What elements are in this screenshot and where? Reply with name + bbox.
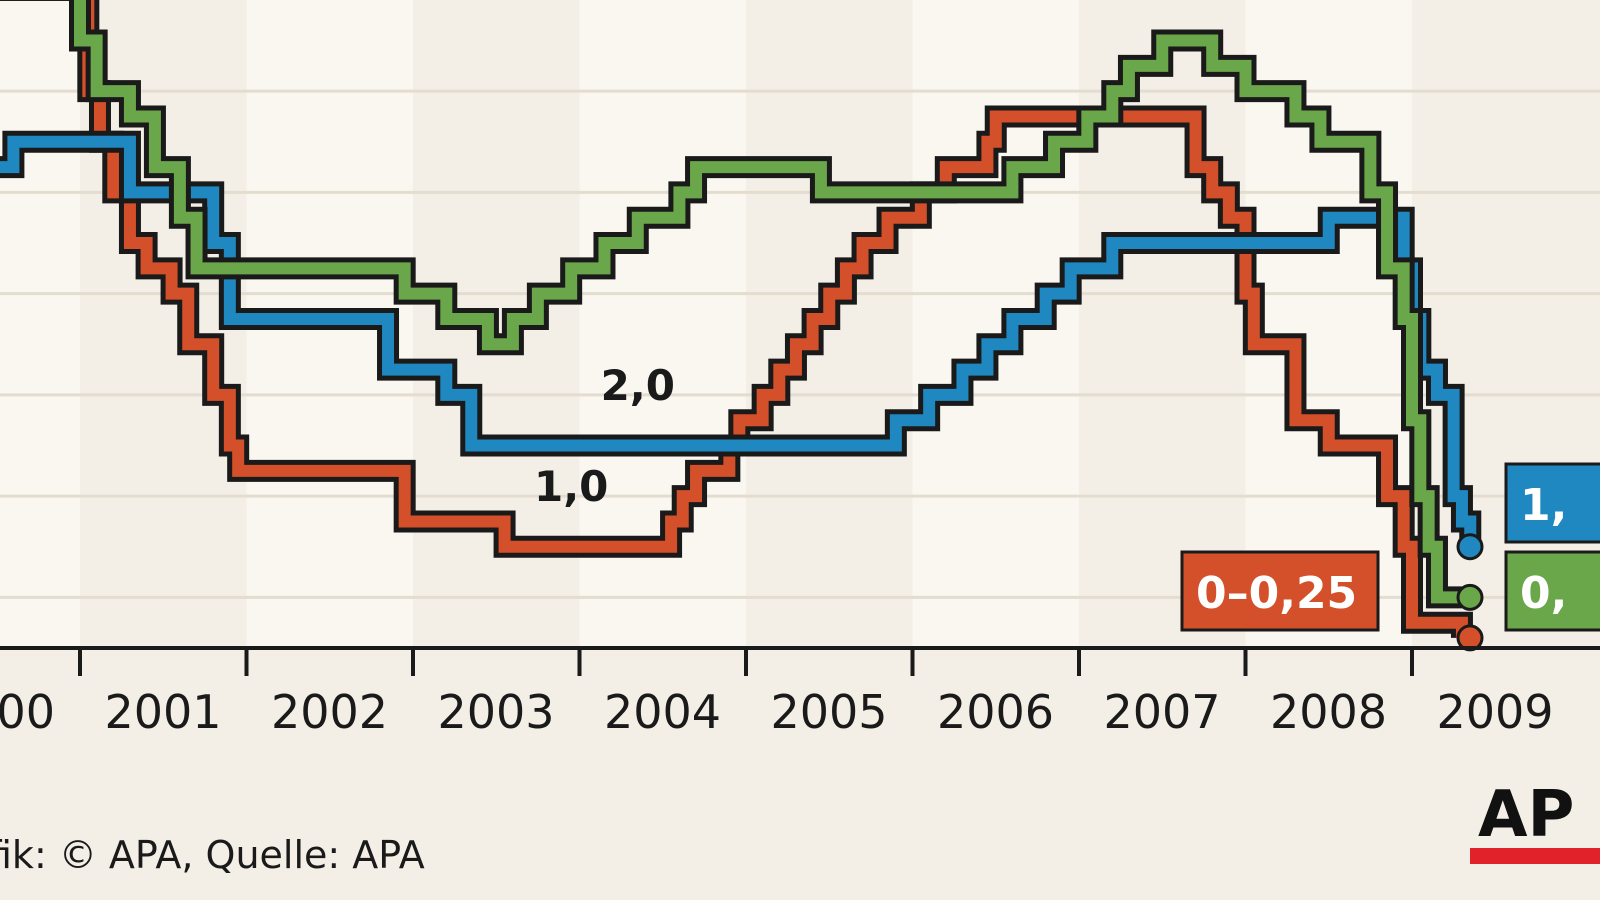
series-line-0: [82, 0, 1468, 638]
series-group: [0, 0, 1484, 652]
series-line-2: [74, 0, 1462, 604]
end-label-box: [1504, 550, 1600, 632]
x-tick-label: 2008: [1270, 685, 1387, 739]
end-label-box: [1504, 462, 1600, 544]
end-label-text: 1,: [1520, 480, 1567, 531]
year-bands: [0, 0, 1412, 648]
apa-logo: AP: [1470, 778, 1600, 864]
x-tick-label: 2005: [770, 685, 887, 739]
x-tick-label: 2004: [604, 685, 721, 739]
series-end-dot-2: [1456, 583, 1484, 611]
x-tick-label: 2007: [1103, 685, 1220, 739]
end-label-text: 0,: [1520, 568, 1567, 619]
x-tick-label: 2002: [271, 685, 388, 739]
x-tick-label: 2003: [437, 685, 554, 739]
x-tick-label: 2006: [937, 685, 1054, 739]
end-label-text: 0–0,25: [1196, 568, 1357, 619]
annotations: 2,0 1,0: [534, 361, 675, 511]
series-end-dot-1: [1456, 533, 1484, 561]
end-label-box: [1180, 550, 1380, 632]
value-annotation: 2,0: [601, 361, 675, 410]
end-labels: 0–0,25 1, 0,: [1180, 462, 1600, 632]
value-annotation: 1,0: [534, 462, 608, 511]
credit-text: fik: © APA, Quelle: APA: [0, 833, 425, 877]
logo-text: AP: [1478, 778, 1574, 852]
x-axis-ticks: 2000 2001 2002 2003 2004 2005 2006 2007 2008 2009: [0, 648, 1554, 739]
logo-red-bar: [1470, 848, 1600, 864]
grid-lines: [0, 89, 1600, 599]
x-tick-label: 2001: [104, 685, 221, 739]
year-band: [0, 0, 80, 648]
x-tick-label: 2000: [0, 685, 55, 739]
x-tick-label: 2009: [1436, 685, 1553, 739]
